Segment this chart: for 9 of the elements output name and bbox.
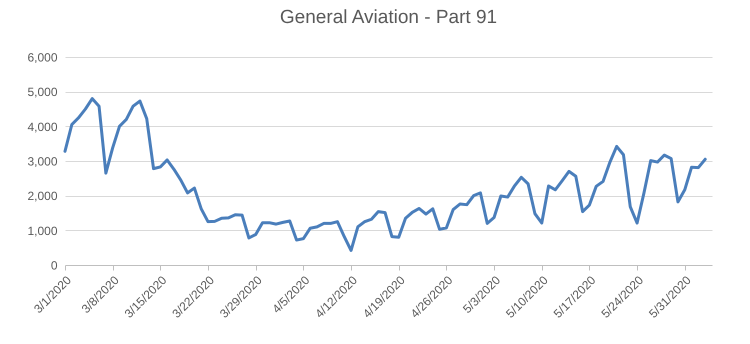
chart-title: General Aviation - Part 91 bbox=[280, 7, 498, 28]
y-tick-label: 0 bbox=[50, 258, 58, 272]
line-series bbox=[64, 97, 707, 252]
y-tick-label: 5,000 bbox=[27, 85, 58, 100]
y-tick-label: 6,000 bbox=[27, 50, 58, 64]
y-tick-label: 3,000 bbox=[27, 154, 58, 168]
y-tick-label: 2,000 bbox=[27, 189, 58, 204]
y-tick-label: 1,000 bbox=[27, 224, 58, 238]
y-tick-label: 4,000 bbox=[27, 120, 58, 134]
